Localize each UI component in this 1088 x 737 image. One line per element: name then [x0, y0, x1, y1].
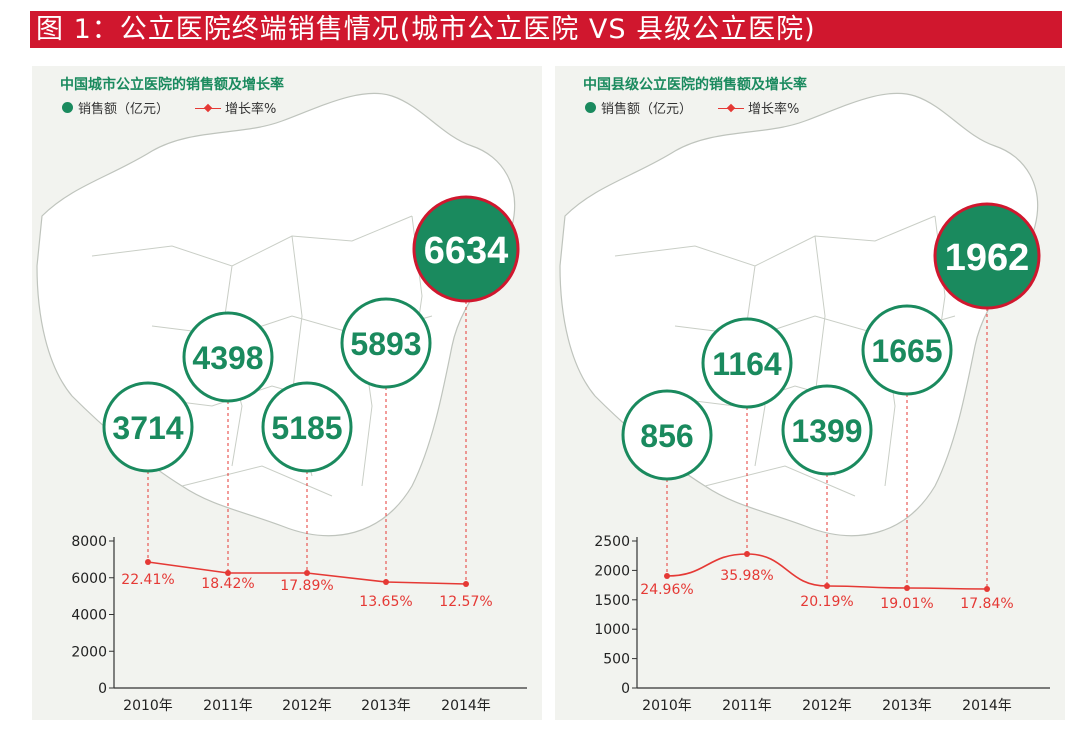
growth-point — [824, 583, 830, 589]
growth-rate-label: 22.41% — [121, 572, 174, 588]
sales-bubble — [102, 381, 194, 473]
sales-value-label: 1665 — [871, 333, 942, 369]
city-hospital-panel: 中国城市公立医院的销售额及增长率 销售额（亿元） 增长率% 0 2000 4000 6… — [32, 66, 542, 720]
growth-point — [145, 559, 151, 565]
growth-point — [304, 570, 310, 576]
growth-rate-label: 35.98% — [720, 568, 773, 584]
page-title: 图 1：公立医院终端销售情况(城市公立医院 VS 县级公立医院) — [30, 11, 1062, 48]
county-hospital-panel: 中国县级公立医院的销售额及增长率 销售额（亿元） 增长率% 0 500 1000 15… — [555, 66, 1065, 720]
sales-value-label: 1164 — [712, 346, 782, 382]
growth-rate-label: 18.42% — [201, 576, 254, 592]
sales-value-label: 5185 — [271, 410, 342, 446]
y-tick-label: 6000 — [71, 571, 107, 587]
county-sales-chart: 0 500 1000 1500 2000 2500 2010年 2011年 2012年 2013年… — [594, 202, 1050, 714]
growth-legend-label: 增长率% — [225, 102, 277, 117]
x-tick-label: 2013年 — [882, 698, 932, 714]
growth-point — [984, 586, 990, 592]
sales-legend-label: 销售额（亿元） — [601, 102, 693, 117]
y-tick-label: 0 — [98, 681, 107, 697]
growth-rate-label: 12.57% — [439, 594, 492, 610]
growth-point — [225, 570, 231, 576]
sales-value-label: 6634 — [424, 230, 509, 272]
y-tick-label: 2000 — [594, 563, 630, 579]
growth-point — [463, 581, 469, 587]
sales-bubble — [621, 389, 713, 481]
x-tick-label: 2014年 — [441, 698, 491, 714]
sales-value-label: 1962 — [945, 237, 1030, 279]
chart-title: 中国城市公立医院的销售额及增长率 — [60, 77, 284, 93]
growth-rate-label: 19.01% — [880, 596, 933, 612]
growth-legend-marker — [195, 103, 222, 113]
growth-point — [664, 573, 670, 579]
sales-value-label: 1399 — [791, 413, 862, 449]
y-tick-label: 2500 — [594, 534, 630, 550]
growth-legend-label: 增长率% — [748, 102, 800, 117]
growth-point — [744, 551, 750, 557]
x-tick-label: 2010年 — [642, 698, 692, 714]
growth-legend-marker — [718, 103, 745, 113]
sales-bubble — [701, 317, 793, 409]
y-tick-label: 1500 — [594, 593, 630, 609]
sales-bubble — [340, 297, 432, 389]
sales-legend-marker — [585, 102, 596, 113]
sales-value-label: 5893 — [350, 326, 421, 362]
y-tick-label: 0 — [621, 681, 630, 697]
growth-rate-line — [666, 553, 988, 590]
sales-legend-marker — [62, 102, 73, 113]
sales-value-label: 856 — [640, 418, 693, 454]
x-tick-label: 2013年 — [361, 698, 411, 714]
x-tick-label: 2012年 — [282, 698, 332, 714]
legend: 销售额（亿元） 增长率% — [585, 98, 799, 117]
sales-bubble — [933, 202, 1041, 310]
y-tick-label: 4000 — [71, 608, 107, 624]
growth-rate-label: 17.89% — [280, 578, 333, 594]
y-tick-label: 1000 — [594, 622, 630, 638]
growth-rate-label: 20.19% — [800, 594, 853, 610]
x-tick-label: 2011年 — [203, 698, 253, 714]
chart-title: 中国县级公立医院的销售额及增长率 — [583, 77, 807, 93]
x-tick-label: 2012年 — [802, 698, 852, 714]
y-tick-label: 8000 — [71, 534, 107, 550]
x-tick-label: 2011年 — [722, 698, 772, 714]
growth-point — [383, 579, 389, 585]
sales-bubble — [861, 304, 953, 396]
city-sales-chart: 0 2000 4000 6000 8000 2010年 2011年 2012年 2013年 201… — [71, 195, 527, 714]
sales-value-label: 4398 — [192, 340, 263, 376]
growth-rate-label: 17.84% — [960, 596, 1013, 612]
growth-rate-label: 13.65% — [359, 594, 412, 610]
sales-bubble — [182, 311, 274, 403]
legend: 销售额（亿元） 增长率% — [62, 98, 276, 117]
sales-bubble — [412, 195, 520, 303]
sales-legend-label: 销售额（亿元） — [78, 102, 170, 117]
sales-bubble — [261, 381, 353, 473]
growth-point — [904, 585, 910, 591]
y-tick-label: 500 — [603, 652, 630, 668]
sales-value-label: 3714 — [112, 410, 183, 446]
x-tick-label: 2010年 — [123, 698, 173, 714]
y-tick-label: 2000 — [71, 644, 107, 660]
sales-bubble — [781, 384, 873, 476]
growth-rate-label: 24.96% — [640, 582, 693, 598]
x-tick-label: 2014年 — [962, 698, 1012, 714]
